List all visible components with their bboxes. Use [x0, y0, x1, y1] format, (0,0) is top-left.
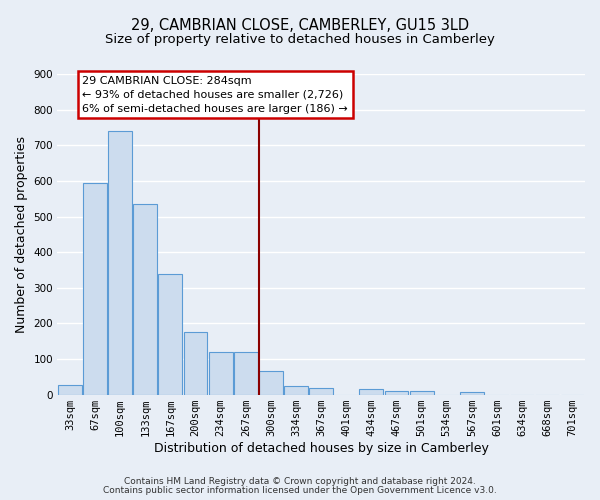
Bar: [234, 352, 258, 395]
Bar: [133, 204, 157, 395]
Text: 29, CAMBRIAN CLOSE, CAMBERLEY, GU15 3LD: 29, CAMBRIAN CLOSE, CAMBERLEY, GU15 3LD: [131, 18, 469, 32]
Bar: [460, 392, 484, 395]
Bar: [309, 388, 333, 395]
Bar: [359, 390, 383, 395]
Bar: [385, 391, 409, 395]
Text: 29 CAMBRIAN CLOSE: 284sqm
← 93% of detached houses are smaller (2,726)
6% of sem: 29 CAMBRIAN CLOSE: 284sqm ← 93% of detac…: [82, 76, 348, 114]
Bar: [259, 371, 283, 395]
Bar: [410, 391, 434, 395]
Bar: [58, 385, 82, 395]
Bar: [158, 274, 182, 395]
Text: Size of property relative to detached houses in Camberley: Size of property relative to detached ho…: [105, 32, 495, 46]
Y-axis label: Number of detached properties: Number of detached properties: [15, 136, 28, 333]
Bar: [184, 332, 208, 395]
Bar: [209, 352, 233, 395]
Bar: [83, 183, 107, 395]
Bar: [284, 386, 308, 395]
X-axis label: Distribution of detached houses by size in Camberley: Distribution of detached houses by size …: [154, 442, 488, 455]
Text: Contains HM Land Registry data © Crown copyright and database right 2024.: Contains HM Land Registry data © Crown c…: [124, 477, 476, 486]
Text: Contains public sector information licensed under the Open Government Licence v3: Contains public sector information licen…: [103, 486, 497, 495]
Bar: [108, 131, 132, 395]
